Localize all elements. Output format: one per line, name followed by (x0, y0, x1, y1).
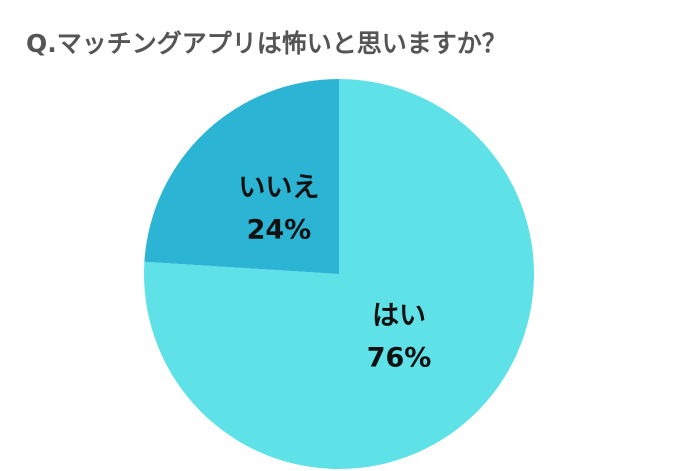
slice-label: いいえ (238, 173, 319, 204)
chart-title: Q.マッチングアプリは怖いと思いますか？ (26, 29, 507, 58)
slice-value-label: 24% (247, 215, 312, 246)
pie-slice (144, 79, 339, 274)
slice-value-label: 76% (367, 342, 432, 373)
slice-label: はい (372, 300, 426, 331)
